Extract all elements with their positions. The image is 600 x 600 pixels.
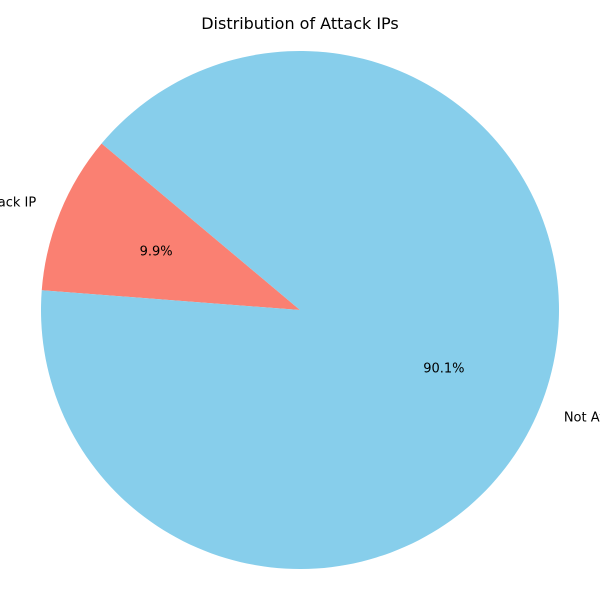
slice-label-not-attack-ip: Not Attack IP (564, 411, 600, 426)
pie-labels: Attack IP 9.9% Not Attack IP 90.1% (0, 195, 600, 425)
pie-slices (40, 50, 559, 569)
pie-slice-attack-ip (41, 143, 301, 310)
slice-percent-not-attack-ip: 90.1% (423, 362, 464, 377)
pie-slice-not-attack-ip (40, 50, 559, 569)
slice-percent-attack-ip: 9.9% (140, 244, 173, 259)
slice-label-attack-ip: Attack IP (0, 195, 36, 210)
chart-title: Distribution of Attack IPs (201, 14, 399, 33)
